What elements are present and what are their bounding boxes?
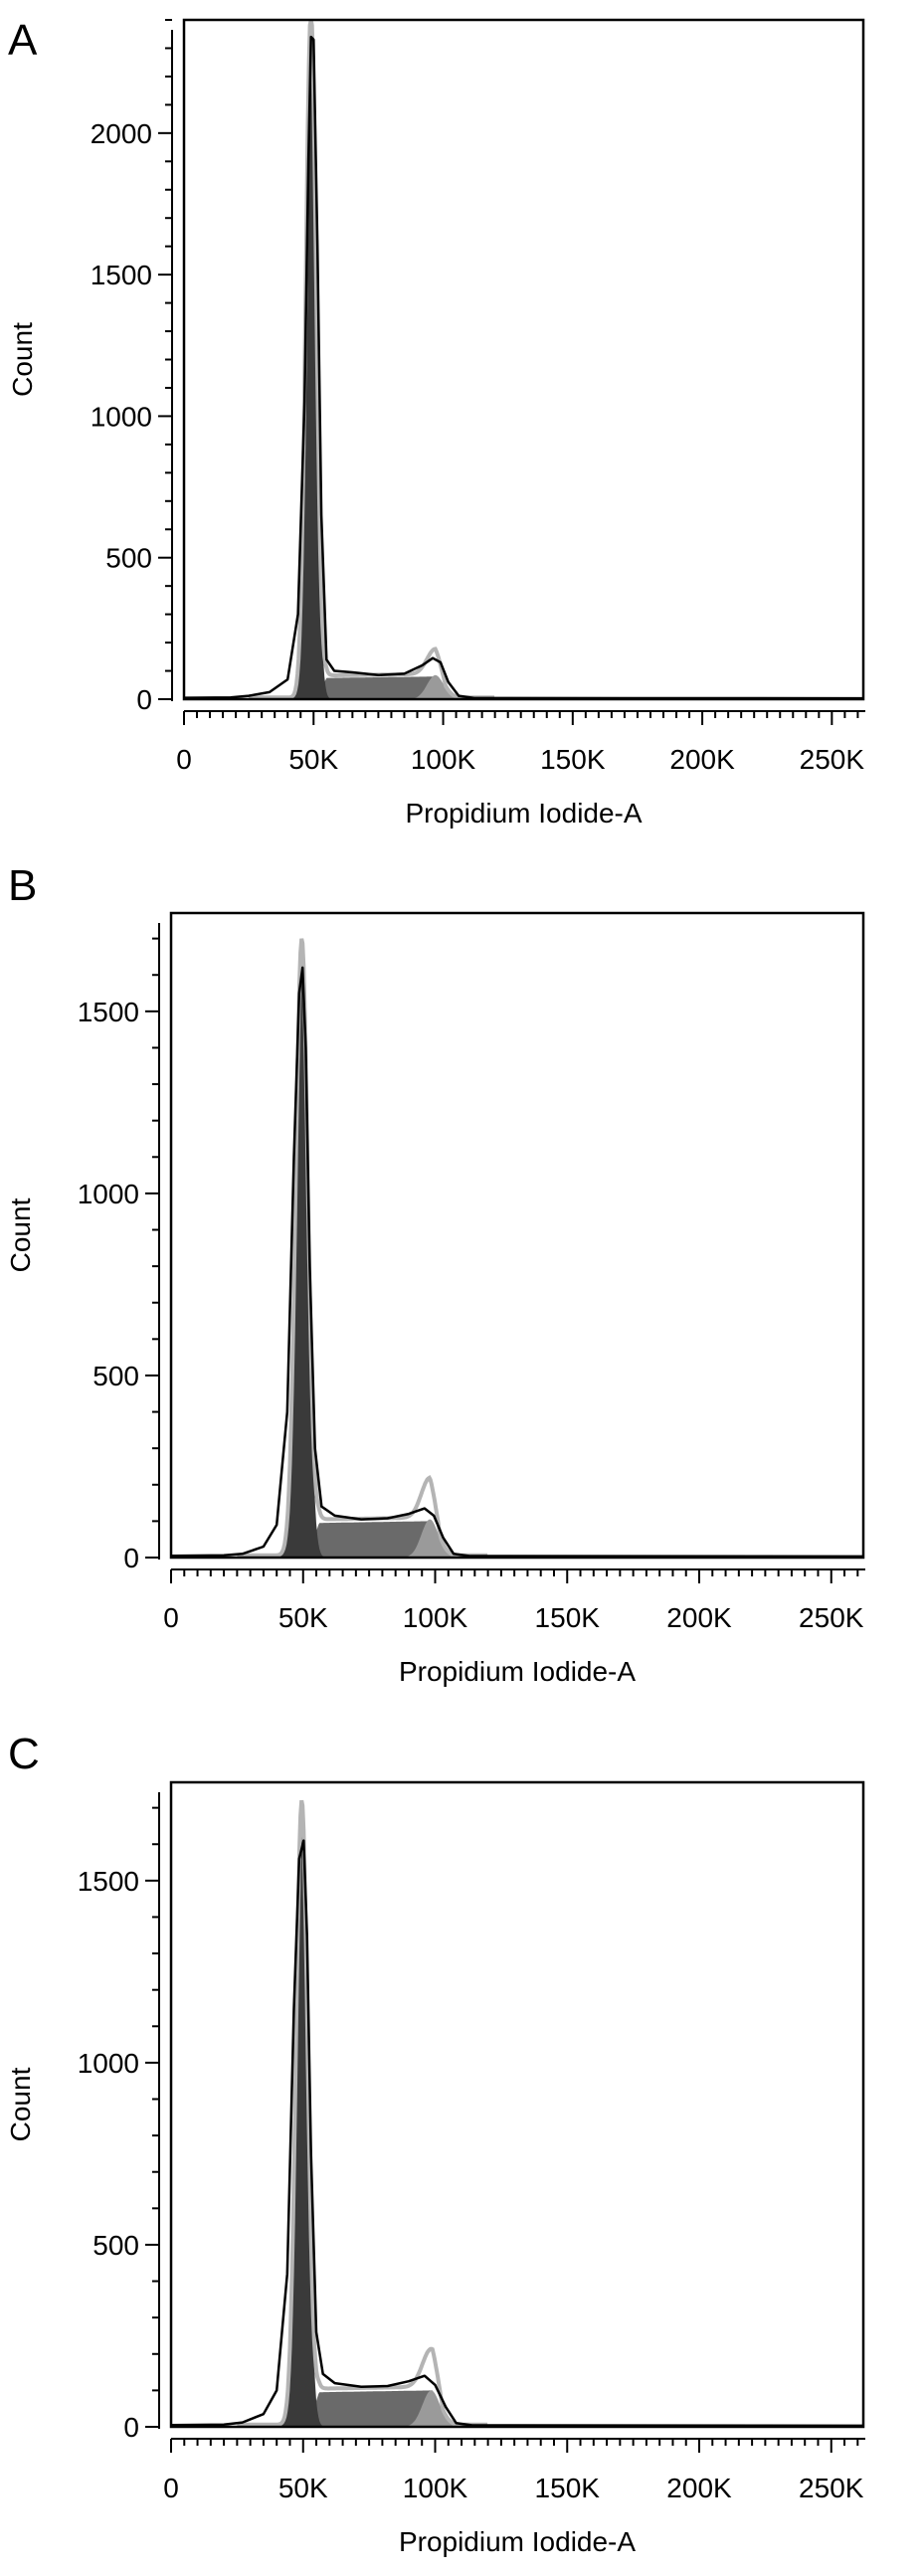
g1-peak-area <box>237 964 488 1558</box>
measured-histogram-line <box>170 1839 864 2428</box>
panel-letter-a: A <box>8 16 38 65</box>
y-tick-label: 0 <box>136 684 152 715</box>
x-tick-label: 0 <box>163 2473 179 2503</box>
x-tick-label: 100K <box>411 744 476 775</box>
panel-letter-b: B <box>8 861 37 910</box>
y-tick-label: 500 <box>105 543 152 574</box>
x-tick-label: 250K <box>799 1602 864 1633</box>
y-axis-title: Count <box>5 1197 36 1272</box>
y-axis-title: Count <box>7 322 38 397</box>
y-tick-label: 1500 <box>78 997 139 1027</box>
y-tick-label: 500 <box>92 1361 139 1391</box>
x-tick-label: 50K <box>288 744 338 775</box>
y-tick-label: 0 <box>123 1543 139 1573</box>
g2-peak-area <box>237 1519 488 1558</box>
y-axis-title: Count <box>5 2067 36 2141</box>
x-tick-label: 150K <box>535 1602 601 1633</box>
y-tick-label: 1000 <box>78 1179 139 1209</box>
x-tick-label: 0 <box>163 1602 179 1633</box>
model-fit-line <box>237 938 488 1558</box>
chart-panel-c: 0 500 1000 1500 0 50K 100K 150K 200K 250K Propidiu… <box>5 1730 865 2557</box>
plot-frame <box>169 911 865 1560</box>
panel-letter-c: C <box>8 1730 40 1778</box>
chart-panel-b: 0 500 1000 1500 0 50K 100K 150K 200K 250K Propidiu… <box>5 861 865 1687</box>
y-tick-label: 2000 <box>91 118 152 149</box>
y-tick-label: 1000 <box>78 2048 139 2079</box>
x-tick-label: 100K <box>403 2473 468 2503</box>
model-fit-line <box>249 19 495 700</box>
x-tick-label: 250K <box>800 744 865 775</box>
y-tick-label: 1500 <box>78 1866 139 1897</box>
x-tick-label: 50K <box>278 1602 328 1633</box>
x-tick-label: 250K <box>799 2473 864 2503</box>
g2-peak-area <box>249 674 495 699</box>
x-tick-label: 50K <box>278 2473 328 2503</box>
g2-peak-area <box>237 2390 488 2427</box>
plot-frame <box>169 1780 865 2429</box>
x-axis-title: Propidium Iodide-A <box>405 798 642 828</box>
x-axis-title: Propidium Iodide-A <box>399 2526 636 2557</box>
x-tick-label: 200K <box>669 744 735 775</box>
y-tick-label: 1500 <box>91 260 152 290</box>
plot-frame <box>182 18 865 701</box>
measured-histogram-line <box>170 966 864 1559</box>
x-axis-title: Propidium Iodide-A <box>399 1656 636 1687</box>
x-tick-label: 150K <box>535 2473 601 2503</box>
g1-peak-area <box>237 1826 488 2427</box>
x-tick-label: 0 <box>176 744 192 775</box>
g1-peak-area <box>249 39 495 699</box>
y-tick-label: 1000 <box>91 401 152 432</box>
y-tick-label: 0 <box>123 2412 139 2443</box>
y-tick-label: 500 <box>92 2230 139 2261</box>
model-fit-line <box>237 1799 488 2427</box>
x-tick-label: 200K <box>666 1602 732 1633</box>
x-tick-label: 150K <box>540 744 606 775</box>
x-tick-label: 200K <box>666 2473 732 2503</box>
chart-panel-a: 0 500 1000 1500 2000 0 50K 100K 150K 200K 250K Prop… <box>7 16 865 828</box>
measured-histogram-line <box>183 35 864 700</box>
x-tick-label: 100K <box>403 1602 468 1633</box>
